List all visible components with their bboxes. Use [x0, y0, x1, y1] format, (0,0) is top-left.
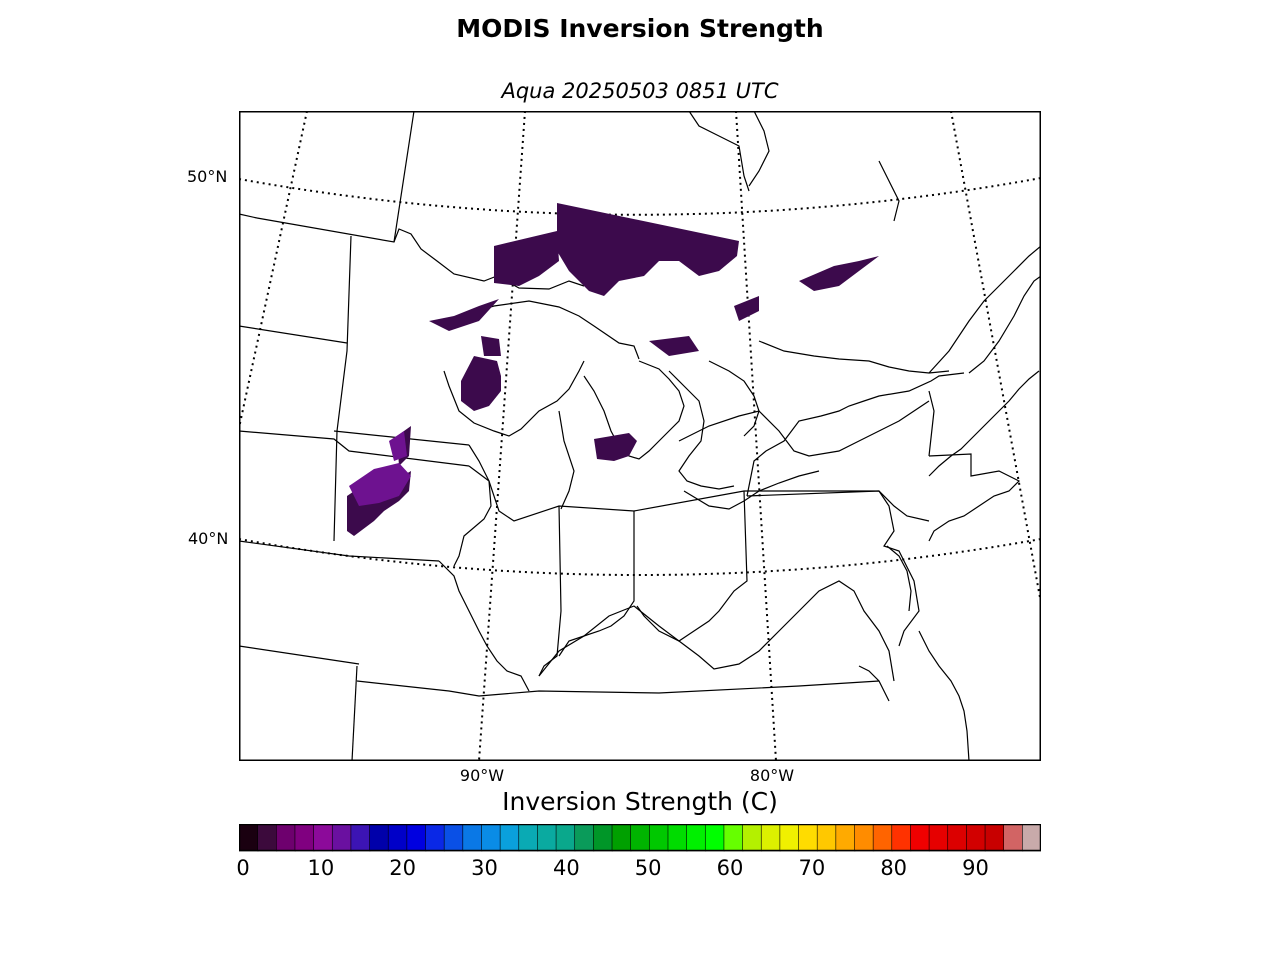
colorbar-tick-label: 30 — [471, 856, 498, 880]
colorbar-swatch — [239, 824, 259, 852]
colorbar-swatch — [1003, 824, 1024, 852]
colorbar-swatch — [723, 824, 744, 852]
colorbar-swatch — [760, 824, 781, 852]
colorbar-swatch — [518, 824, 539, 852]
colorbar-swatch — [872, 824, 893, 852]
colorbar-swatch — [649, 824, 669, 852]
colorbar-swatch — [854, 824, 875, 852]
colorbar-swatch — [369, 824, 390, 852]
colorbar-swatch — [891, 824, 912, 852]
inversion-patches-violet — [349, 431, 411, 506]
colorbar-tick-label: 50 — [634, 856, 662, 880]
colorbar-swatch — [257, 824, 278, 852]
colorbar-swatch — [275, 824, 296, 852]
boundaries — [239, 111, 1041, 761]
colorbar-tick-label: 90 — [962, 856, 989, 880]
colorbar-swatch — [350, 824, 371, 852]
colorbar-tick-label: 70 — [798, 856, 826, 880]
lat-label-40n: 40°N — [188, 529, 229, 548]
colorbar — [239, 824, 1041, 852]
colorbar-swatch — [816, 824, 837, 852]
colorbar-swatch — [686, 824, 707, 852]
colorbar-title: Inversion Strength (C) — [502, 787, 778, 816]
colorbar-swatch — [984, 824, 1005, 852]
colorbar-swatch — [966, 824, 986, 852]
colorbar-swatch — [537, 824, 557, 852]
colorbar-swatch — [313, 824, 334, 852]
colorbar-swatch — [593, 824, 613, 852]
colorbar-swatch — [742, 824, 763, 852]
chart-title: MODIS Inversion Strength — [456, 14, 824, 43]
colorbar-swatch — [910, 824, 930, 852]
colorbar-tick-label: 40 — [552, 856, 580, 880]
colorbar-swatch — [387, 824, 408, 852]
colorbar-swatch — [611, 824, 632, 852]
colorbar-swatch — [779, 824, 800, 852]
colorbar-swatch — [798, 824, 819, 852]
colorbar-tick-label: 20 — [389, 856, 417, 880]
colorbar-tick-label: 60 — [716, 856, 744, 880]
colorbar-swatch — [704, 824, 725, 852]
colorbar-swatch — [294, 824, 315, 852]
colorbar-swatch — [574, 824, 595, 852]
colorbar-swatch — [1022, 824, 1041, 852]
colorbar-swatch — [630, 824, 651, 852]
colorbar-swatch — [331, 824, 352, 852]
colorbar-swatch — [443, 824, 464, 852]
colorbar-swatch — [406, 824, 427, 852]
colorbar-swatch — [667, 824, 688, 852]
graticule — [239, 111, 1041, 761]
colorbar-swatch — [425, 824, 446, 852]
colorbar-swatch — [499, 824, 520, 852]
colorbar-swatch — [462, 824, 483, 852]
lat-label-50n: 50°N — [187, 167, 228, 186]
colorbar-tick-label: 0 — [236, 856, 250, 880]
colorbar-swatch — [481, 824, 502, 852]
colorbar-tick-label: 80 — [880, 856, 908, 880]
colorbar-swatch — [928, 824, 949, 852]
inversion-map — [239, 111, 1041, 761]
colorbar-swatch — [835, 824, 856, 852]
lon-label-80w: 80°W — [749, 766, 795, 785]
colorbar-swatch — [555, 824, 576, 852]
lon-label-90w: 90°W — [459, 766, 505, 785]
colorbar-tick-label: 10 — [307, 856, 335, 880]
chart-subtitle: Aqua 20250503 0851 UTC — [501, 79, 779, 103]
colorbar-swatch — [947, 824, 968, 852]
